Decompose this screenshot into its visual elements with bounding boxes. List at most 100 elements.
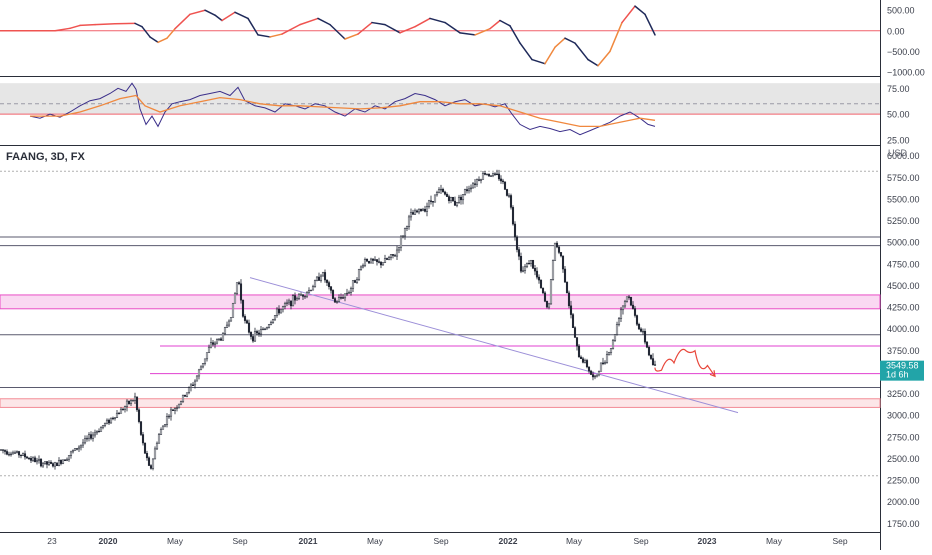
candle-body — [102, 425, 104, 427]
candle-body — [572, 315, 574, 328]
candle-body — [636, 316, 638, 325]
price-y-tick: 5250.00 — [887, 216, 920, 226]
candle-body — [594, 376, 596, 377]
oscillator-line-segment — [510, 26, 520, 43]
oscillator-line-segment — [645, 14, 655, 35]
candle-body — [158, 435, 160, 444]
candle-body — [264, 329, 266, 330]
candle-body — [154, 449, 156, 459]
candle-body — [72, 451, 74, 452]
candle-body — [134, 397, 136, 400]
candle-body — [58, 460, 60, 465]
candle-body — [240, 284, 242, 300]
candle-body — [566, 282, 568, 293]
symbol-title: FAANG, 3D, FX — [6, 151, 86, 163]
candle-body — [16, 452, 18, 453]
candle-body — [186, 393, 188, 397]
oscillator-line-segment — [500, 21, 510, 26]
candle-body — [142, 435, 144, 443]
candle-body — [410, 212, 412, 216]
candle-body — [258, 333, 260, 334]
x-tick-label: May — [766, 536, 783, 546]
candle-body — [50, 462, 52, 463]
candle-body — [634, 309, 636, 316]
candle-body — [546, 301, 548, 307]
candle-body — [378, 262, 380, 263]
candle-body — [64, 460, 66, 461]
candle-body — [62, 460, 64, 464]
oscillator-line-segment — [282, 25, 300, 34]
candle-body — [66, 459, 68, 461]
candle-body — [388, 258, 390, 260]
oscillator-line-segment — [175, 14, 190, 28]
rsi-y-tick: 50.00 — [887, 110, 910, 120]
candle-body — [246, 321, 248, 323]
oscillator-line-segment — [167, 29, 175, 38]
candle-body — [46, 462, 48, 465]
oscillator-line-segment — [610, 23, 622, 52]
candle-body — [648, 347, 650, 355]
candle-body — [22, 454, 24, 456]
candle-body — [602, 363, 604, 364]
x-tick-label: May — [367, 536, 384, 546]
candle-body — [204, 359, 206, 363]
candle-body — [476, 180, 478, 185]
price-y-tick: 5000.00 — [887, 238, 920, 248]
candle-body — [286, 303, 288, 304]
candle-body — [652, 359, 654, 365]
candle-body — [528, 263, 530, 264]
candle-body — [582, 359, 584, 363]
candle-body — [432, 201, 434, 202]
candle-body — [356, 279, 358, 282]
candle-body — [364, 259, 366, 265]
candle-body — [36, 460, 38, 462]
candle-body — [12, 453, 14, 454]
candle-body — [494, 174, 496, 175]
oscillator-line-segment — [270, 34, 282, 37]
candle-body — [414, 211, 416, 215]
candle-body — [438, 189, 440, 192]
candle-body — [562, 256, 564, 269]
candle-body — [418, 209, 420, 212]
candle-body — [628, 297, 630, 298]
price-y-tick: 2000.00 — [887, 497, 920, 507]
candle-body — [612, 340, 614, 348]
candle-body — [376, 260, 378, 262]
candle-body — [68, 455, 70, 459]
candle-body — [524, 267, 526, 271]
candle-body — [548, 304, 550, 307]
candle-body — [232, 303, 234, 317]
candle-body — [138, 410, 140, 422]
candle-body — [366, 259, 368, 261]
candle-body — [282, 306, 284, 309]
candle-body — [112, 418, 114, 419]
candle-body — [98, 431, 100, 432]
oscillator-line-segment — [330, 25, 345, 39]
candle-body — [464, 190, 466, 195]
candle-body — [306, 292, 308, 296]
oscillator-line-segment — [142, 27, 150, 37]
candle-body — [176, 408, 178, 409]
candle-body — [568, 293, 570, 306]
candle-body — [272, 319, 274, 323]
candle-body — [132, 400, 134, 401]
candle-body — [466, 190, 468, 191]
candle-body — [374, 260, 376, 261]
candle-body — [4, 450, 6, 451]
candle-body — [570, 306, 572, 315]
candle-body — [592, 375, 594, 377]
candle-body — [420, 209, 422, 211]
x-tick-label: Sep — [633, 536, 648, 546]
candle-body — [104, 423, 106, 425]
candle-body — [334, 299, 336, 303]
candle-body — [540, 280, 542, 288]
candle-body — [516, 237, 518, 250]
candle-body — [294, 296, 296, 301]
candle-body — [654, 365, 656, 366]
candle-body — [456, 202, 458, 205]
price-y-tick: 2500.00 — [887, 454, 920, 464]
candle-body — [564, 269, 566, 282]
candle-body — [268, 325, 270, 328]
candle-body — [588, 367, 590, 371]
candle-body — [428, 201, 430, 207]
